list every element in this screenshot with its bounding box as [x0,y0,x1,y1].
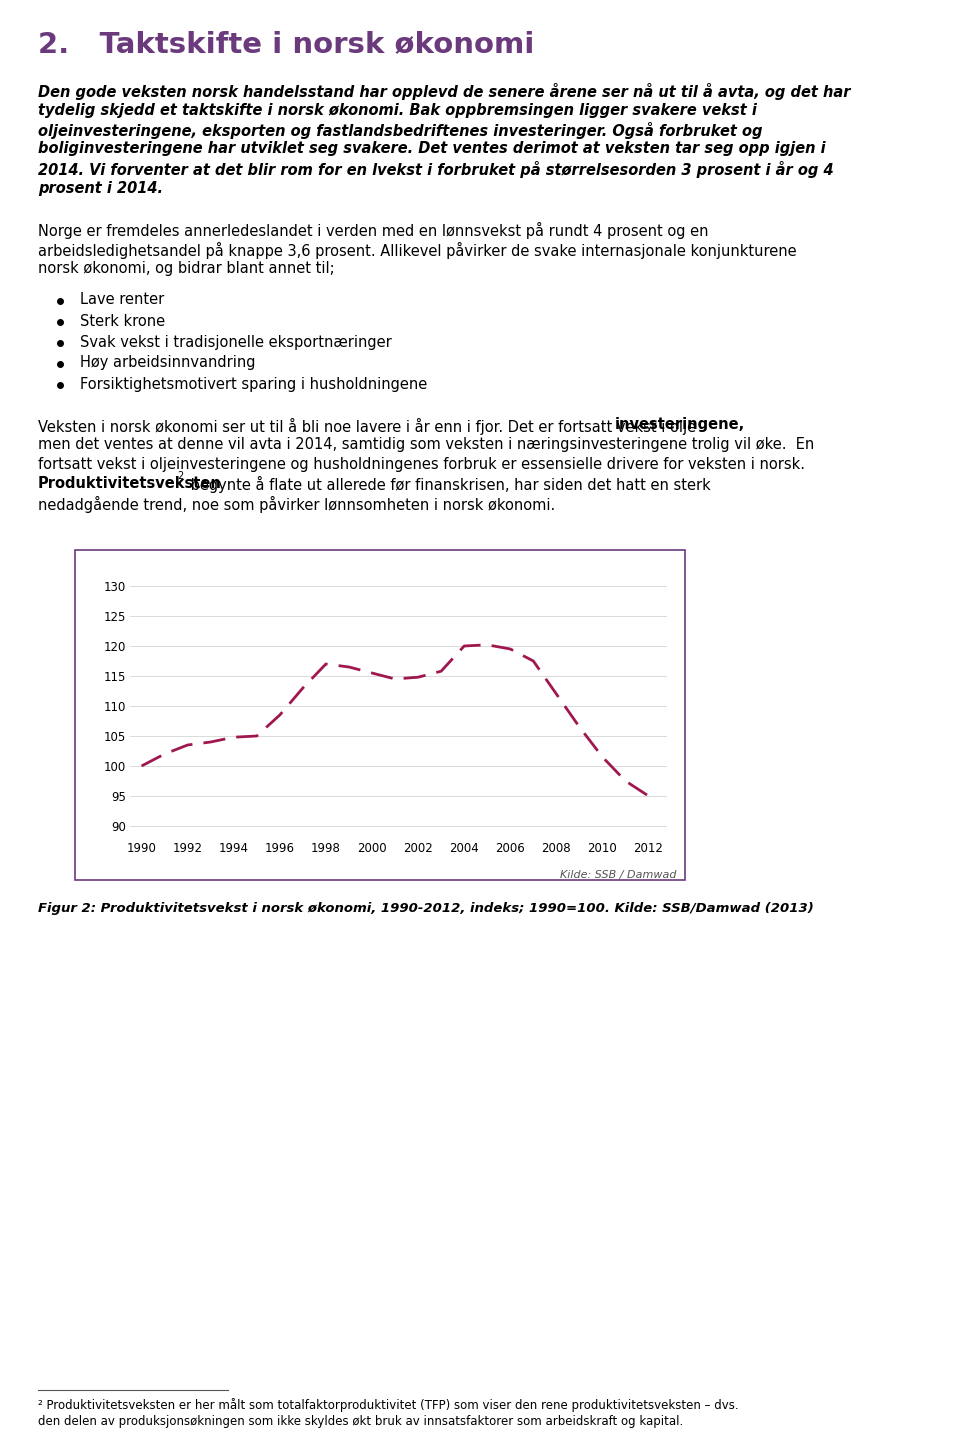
Text: Produktivitetsveksten: Produktivitetsveksten [38,476,222,491]
Text: prosent i 2014.: prosent i 2014. [38,181,163,195]
Text: den delen av produksjonsøkningen som ikke skyldes økt bruk av innsatsfaktorer so: den delen av produksjonsøkningen som ikk… [38,1415,684,1428]
Text: 2: 2 [178,471,184,481]
Text: Kilde: SSB / Damwad: Kilde: SSB / Damwad [561,870,677,880]
Text: men det ventes at denne vil avta i 2014, samtidig som veksten i næringsinvesteri: men det ventes at denne vil avta i 2014,… [38,437,814,452]
Text: Den gode veksten norsk handelsstand har opplevd de senere årene ser nå ut til å : Den gode veksten norsk handelsstand har … [38,83,851,100]
Text: investeringene,: investeringene, [615,417,745,433]
Text: arbeidsledighetsandel på knappe 3,6 prosent. Allikevel påvirker de svake interna: arbeidsledighetsandel på knappe 3,6 pros… [38,242,797,259]
Text: Svak vekst i tradisjonelle eksportnæringer: Svak vekst i tradisjonelle eksportnæring… [80,334,392,349]
Text: 2014. Vi forventer at det blir rom for en lvekst i forbruket på størrelsesorden : 2014. Vi forventer at det blir rom for e… [38,161,833,178]
Text: Forsiktighetsmotivert sparing i husholdningene: Forsiktighetsmotivert sparing i husholdn… [80,376,427,391]
Text: boliginvesteringene har utviklet seg svakere. Det ventes derimot at veksten tar : boliginvesteringene har utviklet seg sva… [38,142,826,156]
Text: begynte å flate ut allerede før finanskrisen, har siden det hatt en sterk: begynte å flate ut allerede før finanskr… [185,476,710,492]
Bar [75,550,685,880]
Text: nedadgående trend, noe som påvirker lønnsomheten i norsk økonomi.: nedadgående trend, noe som påvirker lønn… [38,495,555,513]
Text: Norge er fremdeles annerledeslandet i verden med en lønnsvekst på rundt 4 prosen: Norge er fremdeles annerledeslandet i ve… [38,222,708,239]
Text: tydelig skjedd et taktskifte i norsk økonomi. Bak oppbremsingen ligger svakere v: tydelig skjedd et taktskifte i norsk øko… [38,103,756,117]
Text: Lave renter: Lave renter [80,292,164,307]
Text: Veksten i norsk økonomi ser ut til å bli noe lavere i år enn i fjor. Det er fort: Veksten i norsk økonomi ser ut til å bli… [38,417,696,434]
Text: Høy arbeidsinnvandring: Høy arbeidsinnvandring [80,356,255,371]
Text: ² Produktivitetsveksten er her målt som totalfaktorproduktivitet (TFP) som viser: ² Produktivitetsveksten er her målt som … [38,1397,738,1412]
Text: Figur 2: Produktivitetsvekst i norsk økonomi, 1990-2012, indeks; 1990=100. Kilde: Figur 2: Produktivitetsvekst i norsk øko… [38,902,814,915]
Text: norsk økonomi, og bidrar blant annet til;: norsk økonomi, og bidrar blant annet til… [38,261,335,277]
Text: Sterk krone: Sterk krone [80,314,165,329]
Text: 2.   Taktskifte i norsk økonomi: 2. Taktskifte i norsk økonomi [38,30,535,58]
Text: oljeinvesteringene, eksporten og fastlandsbedriftenes investeringer. Også forbru: oljeinvesteringene, eksporten og fastlan… [38,122,762,139]
Text: fortsatt vekst i oljeinvesteringene og husholdningenes forbruk er essensielle dr: fortsatt vekst i oljeinvesteringene og h… [38,456,805,472]
